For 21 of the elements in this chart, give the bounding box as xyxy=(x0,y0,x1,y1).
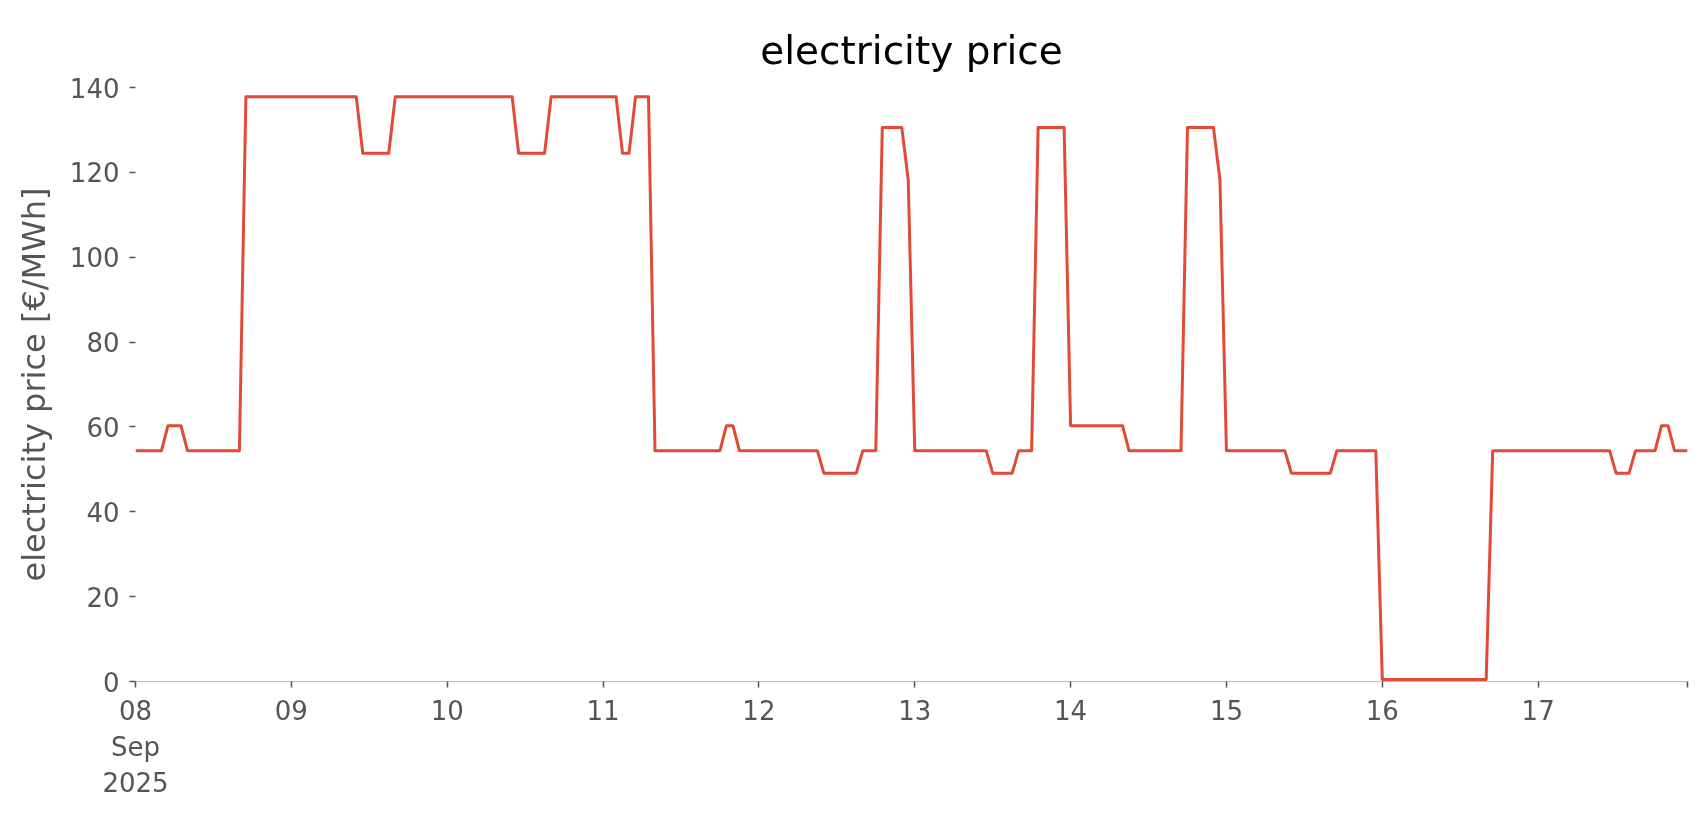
y-tick-label: 100 xyxy=(69,243,120,274)
x-tick-label: 12 xyxy=(742,695,776,726)
y-tick-label: 140 xyxy=(69,73,120,104)
x-tick-label: 13 xyxy=(898,695,932,726)
y-tick-label: 80 xyxy=(86,328,120,359)
line-series xyxy=(135,95,1688,681)
y-tick-label: 60 xyxy=(86,412,120,443)
y-tick-label: 120 xyxy=(69,158,120,189)
x-tick-label: 14 xyxy=(1054,695,1088,726)
x-tick-label: 10 xyxy=(430,695,464,726)
chart-title: electricity price xyxy=(760,27,1063,73)
x-tick-label: 17 xyxy=(1521,695,1555,726)
x-tick-label: 09 xyxy=(274,695,308,726)
x-tick-label: 15 xyxy=(1209,695,1243,726)
x-tick-label: 11 xyxy=(586,695,620,726)
y-tick-label: 20 xyxy=(86,582,120,613)
y-axis-title: electricity price [€/MWh] xyxy=(14,187,53,582)
y-tick-label: 40 xyxy=(86,497,120,528)
x-tick-label: 16 xyxy=(1365,695,1399,726)
y-tick-label: 0 xyxy=(102,667,120,698)
x-tick-label: 08 Sep 2025 xyxy=(102,695,169,798)
